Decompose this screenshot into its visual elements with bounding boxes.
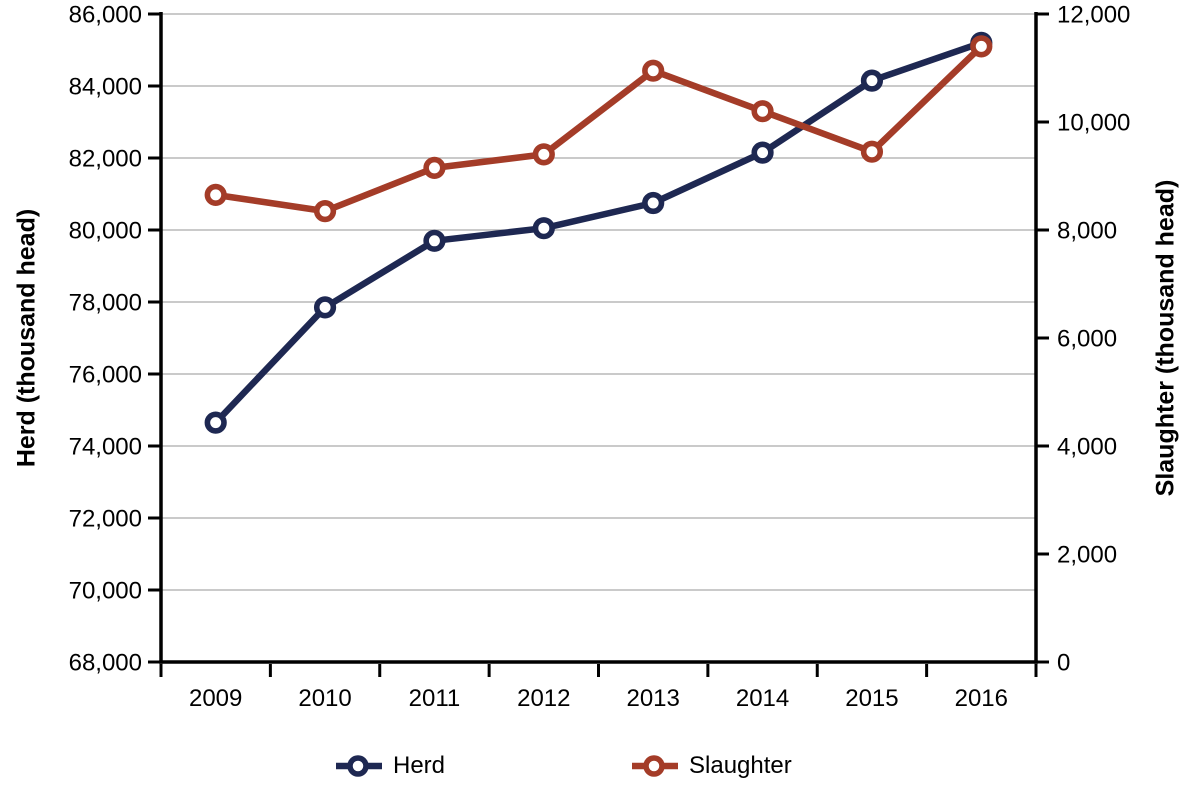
data-point-marker-slaughter xyxy=(642,59,665,82)
data-point-marker-herd xyxy=(860,69,884,92)
left-axis-tick-label: 82,000 xyxy=(69,146,142,173)
left-axis-tick-label: 78,000 xyxy=(69,290,142,317)
left-axis-tick-label: 70,000 xyxy=(69,578,142,605)
right-axis-tick-label: 4,000 xyxy=(1057,434,1117,461)
legend-item-slaughter: Slaughter xyxy=(631,752,792,780)
data-point-marker-herd xyxy=(313,296,337,319)
x-axis-tick-label: 2009 xyxy=(189,685,242,712)
data-point-marker-herd xyxy=(423,229,446,252)
data-point-marker-slaughter xyxy=(313,200,337,223)
x-axis-tick-label: 2012 xyxy=(517,685,570,712)
data-point-marker-slaughter xyxy=(204,183,227,206)
right-axis-tick-label: 6,000 xyxy=(1057,326,1117,353)
x-axis-tick-label: 2013 xyxy=(626,685,679,712)
series-line-slaughter xyxy=(212,43,985,215)
herd-legend-marker xyxy=(336,755,382,777)
legend-label-slaughter: Slaughter xyxy=(689,752,792,779)
series-line-herd xyxy=(212,39,985,426)
legend-item-herd: Herd xyxy=(335,752,445,780)
data-point-marker-slaughter xyxy=(423,156,446,179)
x-axis-tick-label: 2016 xyxy=(955,685,1008,712)
data-point-marker-slaughter xyxy=(532,143,555,166)
left-axis-tick-label: 80,000 xyxy=(69,218,142,245)
x-axis-tick-label: 2011 xyxy=(409,685,461,712)
left-axis-tick-label: 86,000 xyxy=(69,2,142,29)
left-axis-tick-label: 68,000 xyxy=(69,650,142,677)
slaughter-legend-marker xyxy=(632,755,678,777)
left-axis-tick-label: 76,000 xyxy=(69,362,142,389)
right-axis-tick-label: 8,000 xyxy=(1057,218,1117,245)
data-point-marker-herd xyxy=(204,411,227,434)
right-axis-tick-label: 2,000 xyxy=(1057,542,1117,569)
left-axis-title: Herd (thousand head) xyxy=(12,208,41,468)
x-axis-tick-label: 2014 xyxy=(736,685,789,712)
right-axis-title: Slaughter (thousand head) xyxy=(1151,179,1180,497)
data-point-marker-herd xyxy=(642,191,665,215)
data-point-marker-herd xyxy=(751,141,774,164)
right-axis-tick-label: 10,000 xyxy=(1057,110,1130,137)
data-point-marker-herd xyxy=(532,217,555,240)
data-point-marker-slaughter xyxy=(751,100,774,123)
left-axis-tick-label: 72,000 xyxy=(69,506,142,533)
x-axis-tick-label: 2010 xyxy=(298,685,351,712)
legend-label-herd: Herd xyxy=(393,752,446,779)
x-axis-tick-label: 2015 xyxy=(845,685,898,712)
right-axis-tick-label: 0 xyxy=(1057,650,1070,677)
left-axis-tick-label: 84,000 xyxy=(69,74,142,101)
data-point-marker-slaughter xyxy=(860,140,884,163)
left-axis-tick-label: 74,000 xyxy=(69,434,142,461)
data-point-marker-slaughter xyxy=(970,35,993,58)
right-axis-tick-label: 12,000 xyxy=(1057,2,1130,29)
